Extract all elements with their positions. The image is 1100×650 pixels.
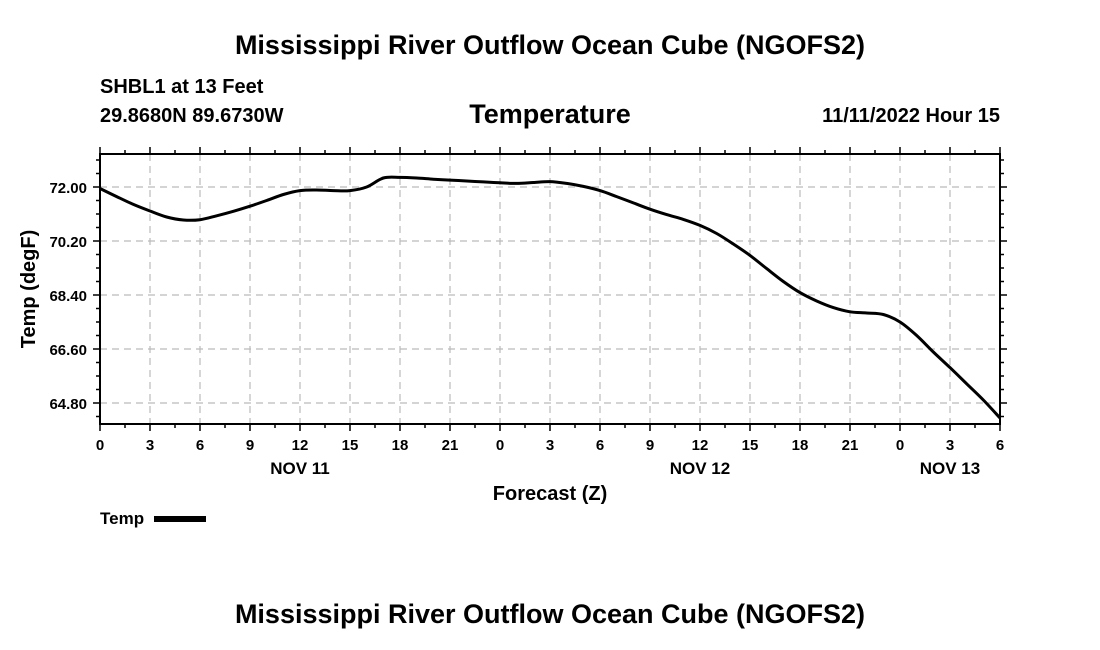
chart-subtitle: Temperature	[0, 99, 1100, 130]
legend: Temp	[100, 509, 207, 529]
y-tick-label: 66.60	[49, 342, 87, 359]
x-tick-label: 9	[246, 437, 254, 454]
x-tick-label: 0	[496, 437, 504, 454]
date-label: NOV 11	[270, 459, 330, 478]
y-axis-label: Temp (degF)	[18, 230, 40, 349]
y-tick-label: 72.00	[49, 180, 87, 197]
main-title: Mississippi River Outflow Ocean Cube (NG…	[234, 30, 866, 60]
x-tick-label: 0	[96, 437, 104, 454]
x-tick-label: 15	[342, 437, 359, 454]
x-axis-label: Forecast (Z)	[493, 483, 607, 505]
x-tick-label: 12	[292, 437, 309, 454]
series-line-temp	[99, 175, 1002, 420]
legend-label: Temp	[100, 509, 145, 528]
x-tick-label: 6	[596, 437, 604, 454]
footer-title: Mississippi River Outflow Ocean Cube (NG…	[234, 599, 866, 629]
x-tick-label: 12	[692, 437, 709, 454]
y-tick-label: 64.80	[49, 396, 87, 413]
forecast-datetime: 11/11/2022 Hour 15	[822, 105, 1000, 127]
x-tick-label: 3	[546, 437, 554, 454]
x-tick-label: 3	[946, 437, 954, 454]
x-tick-label: 3	[146, 437, 154, 454]
x-tick-label: 21	[442, 437, 459, 454]
date-label: NOV 13	[920, 459, 980, 478]
y-tick-label: 70.20	[49, 234, 87, 251]
x-tick-label: 21	[842, 437, 859, 454]
x-tick-label: 18	[392, 437, 409, 454]
x-tick-label: 18	[792, 437, 809, 454]
legend-swatch	[154, 516, 207, 522]
x-tick-label: 15	[742, 437, 759, 454]
date-label: NOV 12	[670, 459, 730, 478]
station-label: SHBL1 at 13 Feet	[100, 76, 264, 98]
x-tick-label: 6	[996, 437, 1004, 454]
station-coordinates: 29.8680N 89.6730W	[100, 105, 284, 127]
y-tick-label: 68.40	[49, 288, 87, 305]
chart-subtitle-text: Temperature	[469, 99, 631, 129]
x-tick-label: 9	[646, 437, 654, 454]
x-tick-label: 6	[196, 437, 204, 454]
x-tick-label: 0	[896, 437, 904, 454]
